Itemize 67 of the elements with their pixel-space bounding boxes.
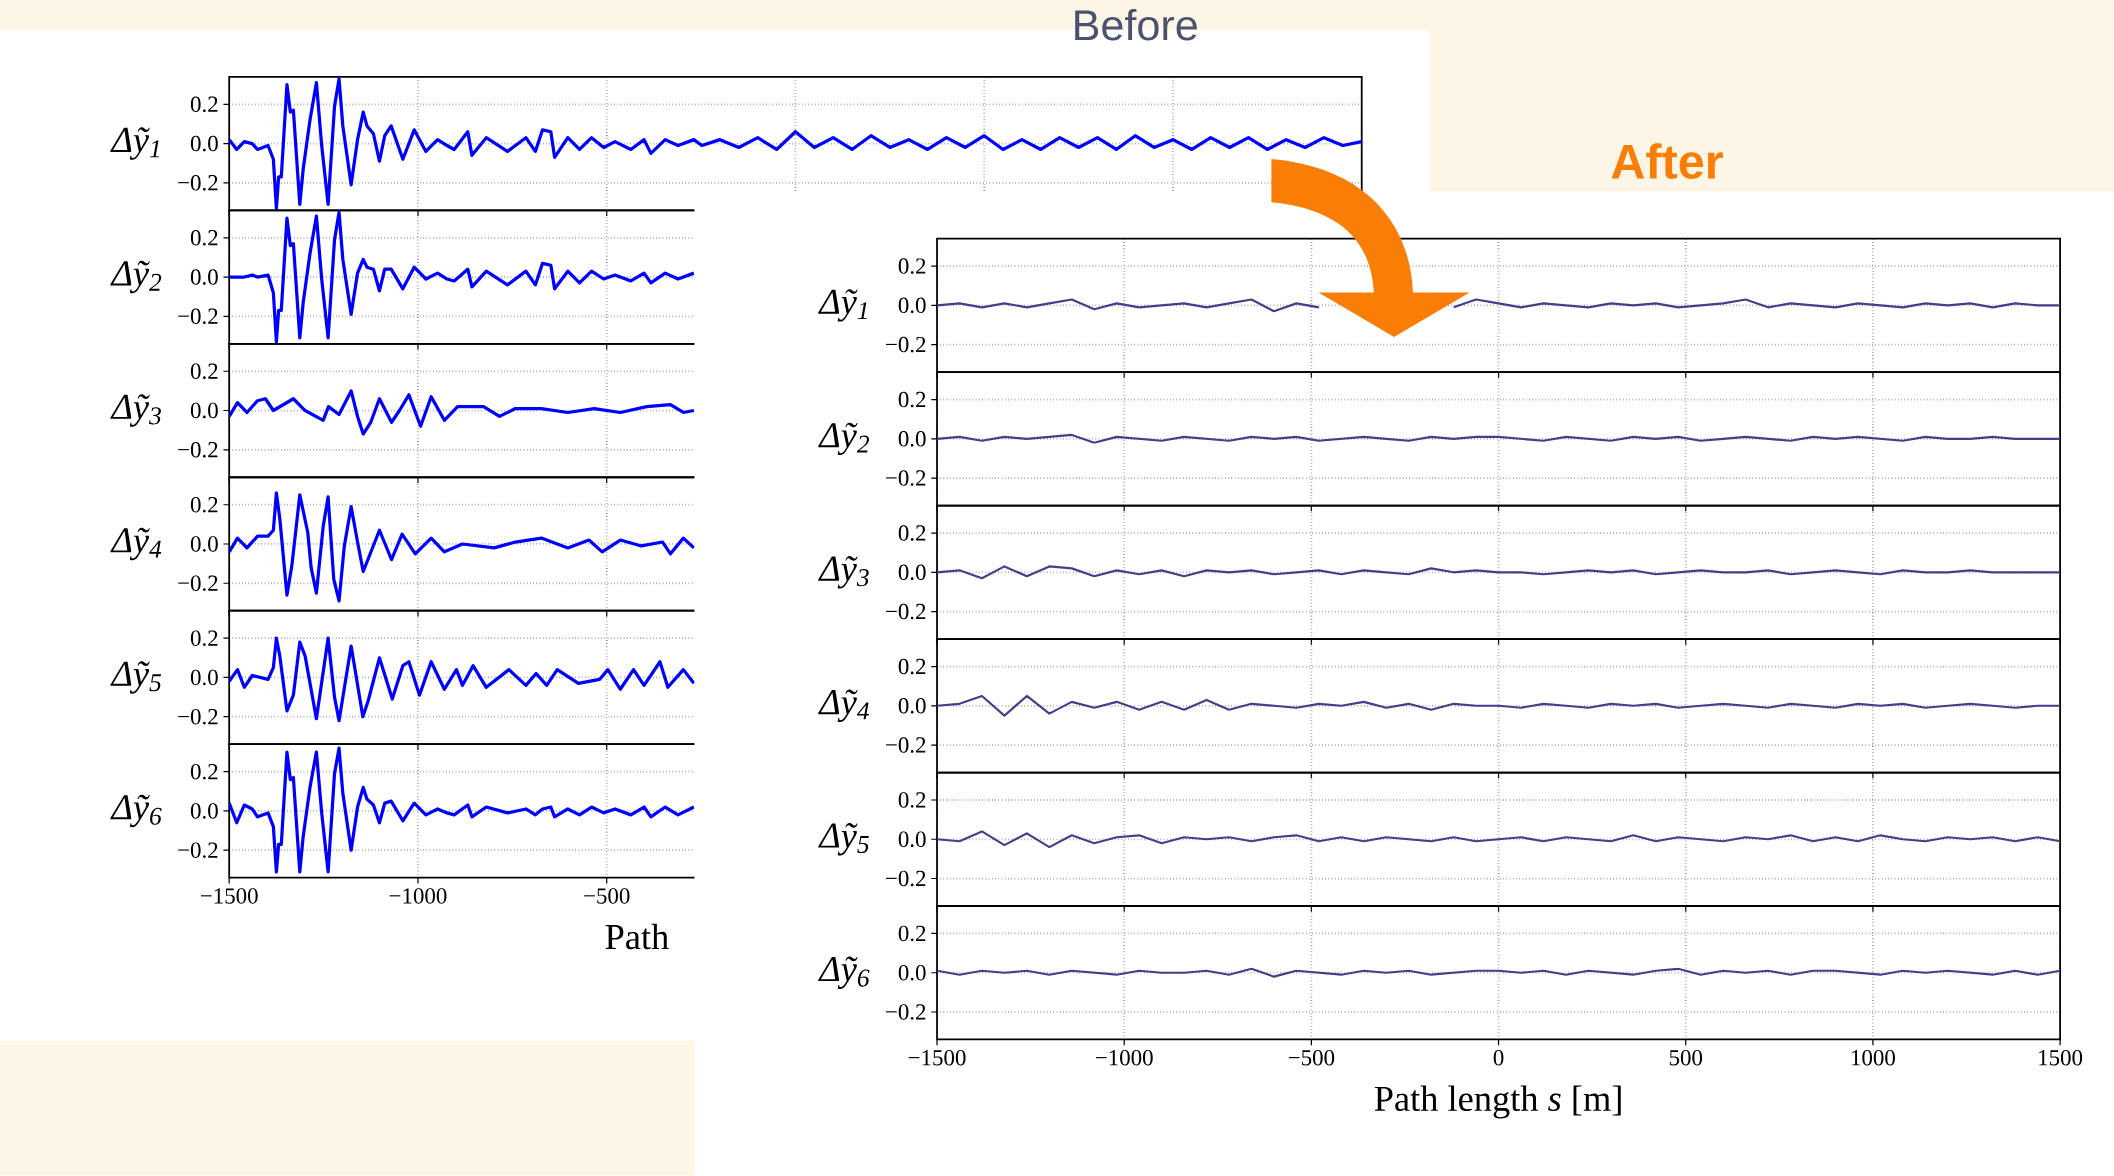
x-axis-title: Path — [605, 923, 669, 950]
line-series — [229, 746, 696, 874]
y-tick-label: 0.2 — [190, 630, 218, 647]
y-axis-title: Δỹ$_{4}$ — [818, 689, 870, 723]
y-axis-title: Δỹ$_{4}$ — [110, 527, 162, 561]
y-tick-label: 0.0 — [898, 431, 926, 447]
y-tick-label: 0.0 — [190, 669, 218, 686]
y-axis-title: Δỹ$_{6}$ — [110, 794, 162, 828]
x-tick-label: −1000 — [389, 888, 447, 904]
y-axis-title: Δỹ$_{6}$ — [818, 956, 870, 990]
y-tick-label: 0.2 — [898, 658, 926, 675]
y-tick-label: 0.0 — [190, 135, 218, 152]
chart-title: Before — [1075, 9, 1197, 41]
y-tick-label: 0.2 — [898, 792, 926, 808]
chart-title: After — [1611, 143, 1723, 180]
x-tick-label: −1000 — [1095, 1050, 1153, 1066]
x-tick-label: −1500 — [200, 888, 258, 904]
y-tick-label: 0.0 — [898, 698, 926, 714]
y-tick-label: −0.2 — [178, 442, 218, 458]
y-tick-label: −0.2 — [886, 470, 926, 487]
y-axis-title: Δỹ$_{3}$ — [110, 394, 161, 427]
line-series — [229, 636, 696, 723]
y-tick-label: −0.2 — [886, 337, 926, 353]
y-axis-title: Δỹ$_{5}$ — [818, 823, 869, 856]
x-tick-label: 1000 — [1852, 1050, 1895, 1066]
line-series — [937, 695, 2061, 717]
y-tick-label: 0.0 — [190, 536, 218, 552]
y-axis-title: Δỹ$_{3}$ — [818, 556, 869, 589]
y-tick-label: 0.2 — [898, 258, 926, 275]
x-tick-label: −500 — [1288, 1050, 1335, 1066]
y-tick-label: −0.2 — [886, 737, 926, 753]
y-tick-label: 0.0 — [898, 831, 926, 848]
y-tick-label: −0.2 — [178, 575, 218, 592]
x-axis-title: Path length s [m] — [1374, 1085, 1621, 1119]
y-axis-title: Δỹ$_{1}$ — [818, 289, 867, 322]
y-tick-label: −0.2 — [178, 842, 218, 859]
y-axis-title: Δỹ$_{1}$ — [110, 127, 160, 160]
y-tick-label: −0.2 — [886, 603, 926, 620]
y-tick-label: 0.2 — [190, 96, 218, 113]
y-tick-label: −0.2 — [178, 308, 218, 325]
y-tick-label: 0.2 — [898, 925, 926, 942]
y-tick-label: 0.0 — [898, 564, 926, 581]
y-tick-label: 0.2 — [190, 764, 218, 780]
y-axis-title: Δỹ$_{5}$ — [110, 661, 162, 694]
y-tick-label: −0.2 — [886, 870, 926, 887]
y-tick-label: 0.2 — [190, 497, 218, 513]
y-tick-label: 0.2 — [190, 230, 218, 246]
y-axis-title: Δỹ$_{2}$ — [110, 261, 162, 294]
y-tick-label: −0.2 — [178, 175, 218, 191]
x-tick-label: 1500 — [2039, 1050, 2083, 1066]
line-series — [229, 491, 696, 603]
x-tick-label: −500 — [584, 888, 630, 904]
y-tick-label: 0.0 — [190, 402, 218, 419]
y-tick-label: 0.0 — [190, 803, 218, 819]
y-axis-title: Δỹ$_{2}$ — [818, 422, 870, 456]
y-tick-label: −0.2 — [178, 709, 218, 725]
y-tick-label: 0.2 — [190, 363, 218, 380]
y-tick-label: 0.0 — [898, 965, 926, 981]
x-tick-label: 0 — [1493, 1050, 1504, 1066]
y-tick-label: 0.0 — [190, 269, 218, 285]
y-tick-label: 0.0 — [898, 297, 926, 314]
y-tick-label: −0.2 — [886, 1004, 926, 1020]
line-series — [229, 389, 696, 436]
y-tick-label: 0.2 — [898, 391, 926, 408]
x-tick-label: −1500 — [908, 1050, 966, 1066]
y-tick-label: 0.2 — [898, 525, 926, 541]
x-tick-label: 500 — [1669, 1050, 1703, 1066]
